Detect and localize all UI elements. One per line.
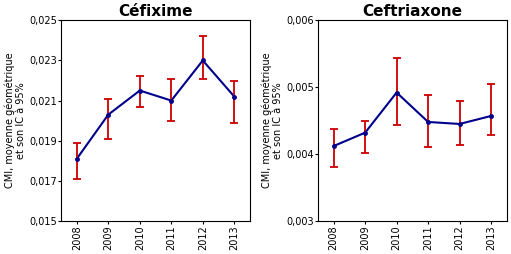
Y-axis label: CMI, moyenne géométrique
et son IC à 95%: CMI, moyenne géométrique et son IC à 95% (261, 53, 283, 188)
Y-axis label: CMI, moyenne géométrique
et son IC à 95%: CMI, moyenne géométrique et son IC à 95% (4, 53, 26, 188)
Title: Ceftriaxone: Ceftriaxone (362, 4, 462, 19)
Title: Céfixime: Céfixime (119, 4, 193, 19)
